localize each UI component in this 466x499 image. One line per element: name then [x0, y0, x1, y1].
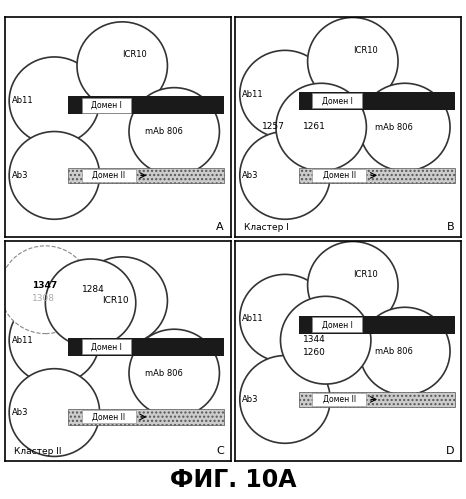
Bar — [82, 169, 136, 182]
Text: Домен I: Домен I — [91, 342, 122, 351]
Bar — [68, 96, 224, 114]
Text: Кластер II: Кластер II — [14, 448, 61, 457]
Text: ICR10: ICR10 — [102, 296, 129, 305]
Bar — [299, 392, 454, 407]
Bar — [299, 168, 454, 183]
Text: mAb 806: mAb 806 — [376, 347, 413, 356]
Text: Домен II: Домен II — [322, 171, 356, 180]
Text: D: D — [446, 447, 454, 457]
Circle shape — [360, 83, 450, 171]
Circle shape — [240, 132, 330, 219]
Text: Ab3: Ab3 — [12, 408, 28, 417]
Bar — [312, 169, 366, 182]
Circle shape — [276, 83, 366, 171]
Circle shape — [129, 329, 219, 417]
Text: 1344: 1344 — [303, 335, 326, 344]
Text: 1260: 1260 — [303, 348, 326, 357]
Text: Кластер I: Кластер I — [244, 224, 289, 233]
Text: 1257: 1257 — [262, 122, 285, 131]
Bar — [68, 409, 224, 425]
Bar — [312, 393, 366, 406]
Bar — [312, 317, 362, 332]
Text: A: A — [216, 223, 224, 233]
Text: mAb 806: mAb 806 — [376, 123, 413, 132]
Text: Ab11: Ab11 — [12, 336, 33, 345]
Circle shape — [360, 307, 450, 395]
Text: C: C — [216, 447, 224, 457]
Text: Ab11: Ab11 — [242, 314, 264, 323]
Circle shape — [9, 132, 100, 219]
Bar — [82, 98, 131, 113]
Circle shape — [129, 88, 219, 175]
Text: 1284: 1284 — [82, 285, 104, 294]
Circle shape — [240, 356, 330, 443]
Text: ICR10: ICR10 — [353, 46, 377, 55]
Bar — [312, 93, 362, 108]
Bar — [299, 92, 454, 110]
Circle shape — [0, 246, 90, 334]
Bar — [68, 338, 224, 356]
Text: Домен II: Домен II — [322, 395, 356, 404]
Text: 1347: 1347 — [32, 281, 57, 290]
Text: Домен II: Домен II — [92, 171, 125, 180]
Text: Домен I: Домен I — [322, 320, 352, 329]
Circle shape — [308, 242, 398, 329]
Text: Домен II: Домен II — [92, 413, 125, 422]
Text: Домен I: Домен I — [322, 96, 352, 105]
Circle shape — [77, 22, 167, 110]
Circle shape — [240, 50, 330, 138]
Text: ICR10: ICR10 — [122, 50, 147, 59]
Text: Ab3: Ab3 — [242, 395, 259, 404]
Circle shape — [9, 57, 100, 145]
Text: Ab3: Ab3 — [242, 171, 259, 180]
Text: 1261: 1261 — [303, 122, 326, 131]
Circle shape — [281, 296, 371, 384]
Text: ФИГ. 10А: ФИГ. 10А — [170, 468, 296, 492]
Text: Ab11: Ab11 — [12, 96, 33, 105]
Circle shape — [9, 369, 100, 457]
Circle shape — [77, 257, 167, 345]
Circle shape — [308, 17, 398, 105]
Bar — [299, 316, 454, 334]
Text: mAb 806: mAb 806 — [145, 127, 183, 136]
Text: mAb 806: mAb 806 — [145, 369, 183, 378]
Text: B: B — [447, 223, 454, 233]
Text: Домен I: Домен I — [91, 101, 122, 110]
Circle shape — [45, 259, 136, 347]
Circle shape — [9, 296, 100, 384]
Bar — [82, 339, 131, 354]
Text: ICR10: ICR10 — [353, 270, 377, 279]
Circle shape — [240, 274, 330, 362]
Text: 1308: 1308 — [32, 294, 55, 303]
Text: Ab3: Ab3 — [12, 171, 28, 180]
Bar — [68, 168, 224, 183]
Text: Ab11: Ab11 — [242, 90, 264, 99]
Bar — [82, 411, 136, 424]
